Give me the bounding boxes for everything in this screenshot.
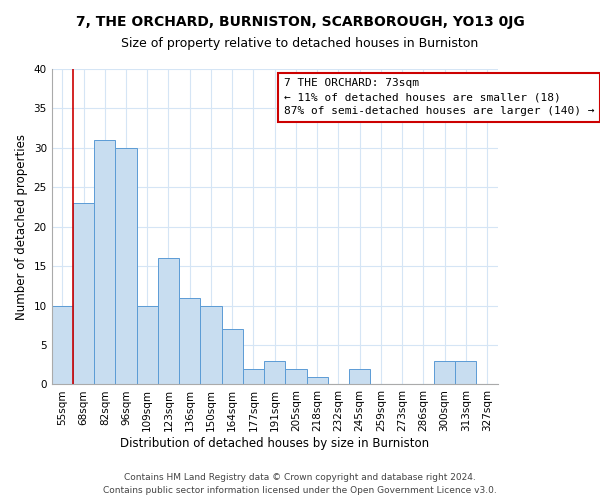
Bar xyxy=(73,203,94,384)
Bar xyxy=(200,306,221,384)
Bar xyxy=(286,368,307,384)
Bar xyxy=(307,376,328,384)
Bar xyxy=(434,361,455,384)
Text: Contains HM Land Registry data © Crown copyright and database right 2024.
Contai: Contains HM Land Registry data © Crown c… xyxy=(103,473,497,495)
Bar xyxy=(349,368,370,384)
Bar xyxy=(115,148,137,384)
Bar xyxy=(264,361,286,384)
Y-axis label: Number of detached properties: Number of detached properties xyxy=(15,134,28,320)
Bar xyxy=(455,361,476,384)
Bar xyxy=(243,368,264,384)
Bar xyxy=(221,330,243,384)
Bar xyxy=(94,140,115,384)
Text: 7 THE ORCHARD: 73sqm
← 11% of detached houses are smaller (18)
87% of semi-detac: 7 THE ORCHARD: 73sqm ← 11% of detached h… xyxy=(284,78,594,116)
Bar xyxy=(52,306,73,384)
Text: Size of property relative to detached houses in Burniston: Size of property relative to detached ho… xyxy=(121,38,479,51)
Bar xyxy=(137,306,158,384)
Bar xyxy=(179,298,200,384)
Bar xyxy=(158,258,179,384)
X-axis label: Distribution of detached houses by size in Burniston: Distribution of detached houses by size … xyxy=(120,437,429,450)
Text: 7, THE ORCHARD, BURNISTON, SCARBOROUGH, YO13 0JG: 7, THE ORCHARD, BURNISTON, SCARBOROUGH, … xyxy=(76,15,524,29)
